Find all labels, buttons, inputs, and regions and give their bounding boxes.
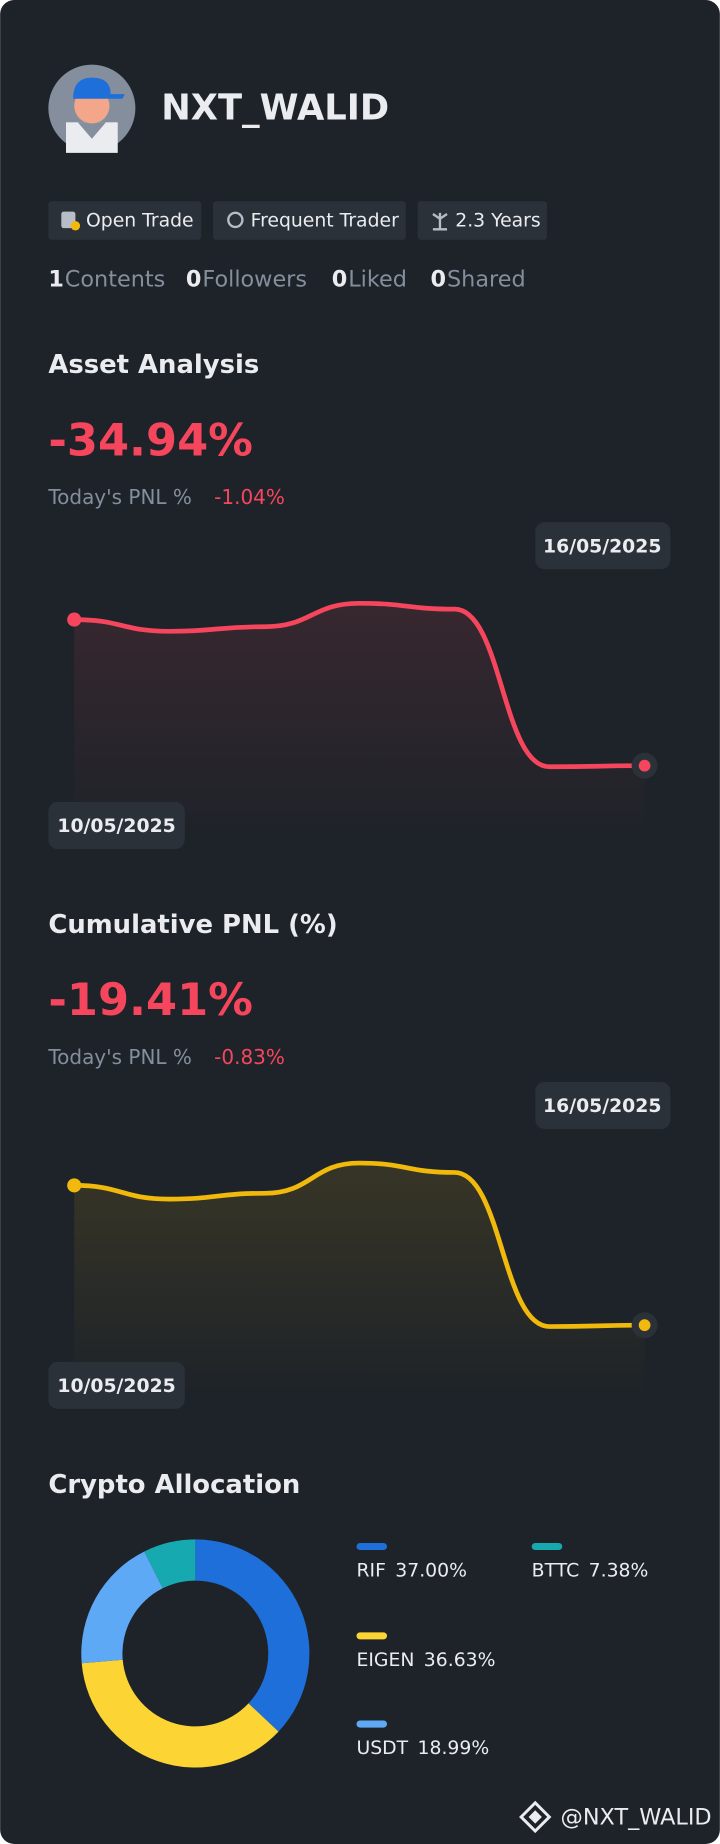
x-tick-label: 16/05/2025: [543, 536, 661, 557]
username: NXT_WALID: [161, 87, 389, 128]
footer: @NXT_WALID: [519, 1800, 712, 1834]
legend-value: 18.99%: [418, 1738, 490, 1759]
headline-value: -19.41%: [48, 974, 253, 1026]
donut-slice: [195, 1539, 310, 1732]
x-tick-label: 16/05/2025: [543, 1096, 661, 1117]
legend-swatch: [356, 1720, 388, 1728]
today-value: -0.83%: [214, 1045, 285, 1069]
stat-label: Shared: [447, 266, 526, 292]
stat-label: Contents: [65, 266, 165, 292]
date-badge: [535, 522, 671, 570]
legend-value: 37.00%: [395, 1561, 467, 1582]
start-point: [67, 612, 82, 627]
donut-slice: [81, 1551, 163, 1664]
legend-value: 7.38%: [589, 1561, 649, 1582]
stat-label: Followers: [202, 266, 307, 292]
line-series: [71, 600, 647, 770]
section-title: Crypto Allocation: [48, 1470, 300, 1500]
date-badge: [48, 1361, 185, 1409]
badge-label: Frequent Trader: [251, 211, 399, 232]
stat-label: Liked: [348, 266, 407, 292]
today-label: Today's PNL %: [47, 485, 192, 509]
legend-label: EIGEN: [356, 1650, 414, 1671]
today-label: Today's PNL %: [47, 1045, 192, 1069]
legend-label: USDT: [356, 1738, 408, 1759]
badge-label: Open Trade: [86, 211, 194, 232]
line-series: [71, 1160, 647, 1329]
x-tick-label: 10/05/2025: [57, 816, 175, 837]
legend-swatch: [356, 1632, 388, 1640]
badge: 2.3 Years: [417, 201, 547, 240]
stat-value: 0: [332, 266, 348, 292]
legend-value: 36.63%: [424, 1650, 496, 1671]
today-value: -1.04%: [214, 485, 285, 509]
legend-swatch: [531, 1542, 563, 1550]
stat-value: 1: [48, 266, 64, 292]
date-badge: [535, 1081, 671, 1129]
line-area: [74, 603, 645, 835]
x-tick-label: 10/05/2025: [57, 1376, 175, 1397]
stat-value: 0: [431, 266, 447, 292]
badge-label: 2.3 Years: [455, 211, 540, 232]
end-point: [638, 1319, 651, 1332]
avatar: [48, 64, 136, 153]
legend-swatch: [356, 1542, 388, 1550]
badge: Frequent Trader: [212, 201, 406, 240]
badge: Open Trade: [48, 201, 202, 240]
legend-label: RIF: [356, 1561, 385, 1582]
footer-handle: @NXT_WALID: [561, 1805, 712, 1831]
section-title: Cumulative PNL (%): [48, 910, 337, 940]
line-area: [74, 1163, 645, 1395]
date-badge: [48, 802, 185, 850]
start-point: [67, 1178, 82, 1193]
end-point: [638, 759, 651, 772]
section-title: Asset Analysis: [48, 350, 259, 380]
donut-slice: [144, 1539, 196, 1589]
stat-value: 0: [186, 266, 202, 292]
headline-value: -34.94%: [48, 414, 253, 466]
donut-slice: [81, 1659, 279, 1768]
legend-label: BTTC: [532, 1561, 580, 1582]
